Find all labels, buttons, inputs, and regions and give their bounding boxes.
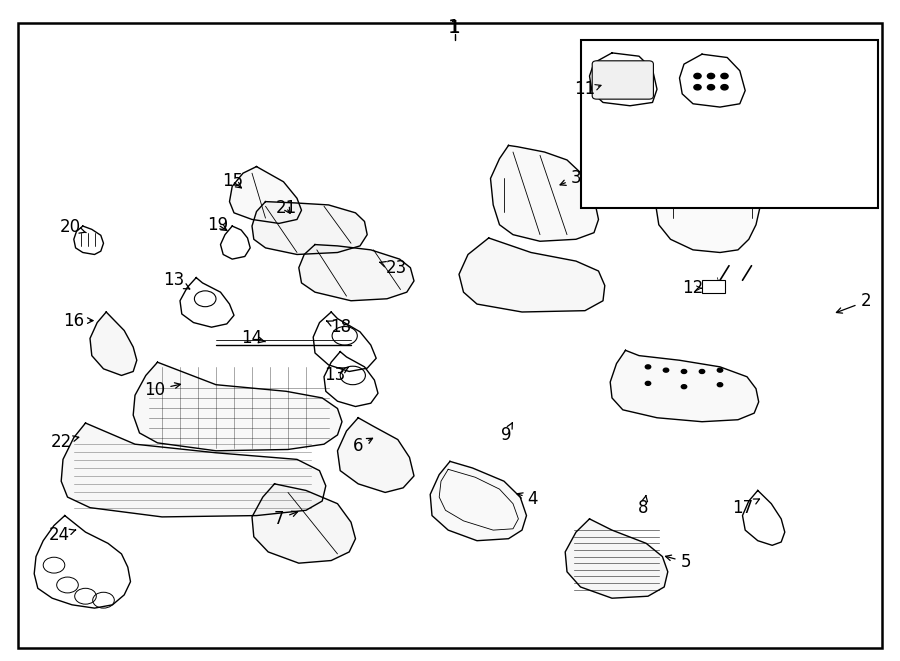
Polygon shape (252, 202, 367, 254)
Circle shape (716, 170, 721, 174)
Circle shape (681, 385, 687, 389)
Text: 22: 22 (50, 432, 78, 451)
Circle shape (663, 368, 669, 372)
Circle shape (694, 85, 701, 90)
Polygon shape (133, 362, 342, 451)
Text: 13: 13 (163, 271, 190, 290)
Circle shape (728, 196, 733, 200)
Circle shape (716, 196, 721, 200)
Polygon shape (230, 167, 302, 223)
Polygon shape (252, 484, 356, 563)
Text: 1: 1 (448, 19, 461, 37)
Text: 21: 21 (275, 198, 297, 217)
Text: 20: 20 (59, 218, 86, 237)
Text: 23: 23 (380, 258, 407, 277)
Circle shape (699, 196, 705, 200)
Circle shape (721, 73, 728, 79)
Text: 9: 9 (500, 423, 512, 444)
Text: 4: 4 (517, 490, 538, 508)
Circle shape (707, 73, 715, 79)
Text: 10: 10 (144, 381, 180, 399)
Circle shape (717, 368, 723, 372)
Text: 11: 11 (574, 80, 596, 98)
Text: 6: 6 (353, 437, 373, 455)
Circle shape (716, 183, 721, 187)
Polygon shape (61, 423, 326, 517)
Text: 17: 17 (732, 498, 760, 517)
Bar (580, 40, 878, 208)
Circle shape (645, 381, 651, 385)
Circle shape (694, 73, 701, 79)
Circle shape (728, 183, 733, 187)
Polygon shape (610, 350, 759, 422)
Circle shape (699, 369, 705, 373)
Polygon shape (565, 519, 668, 598)
Text: 5: 5 (665, 553, 691, 571)
Text: 18: 18 (327, 318, 351, 336)
Text: 3: 3 (560, 169, 581, 188)
Circle shape (686, 183, 691, 187)
FancyBboxPatch shape (592, 61, 653, 99)
Text: 7: 7 (274, 510, 298, 528)
Circle shape (681, 369, 687, 373)
Polygon shape (430, 461, 526, 541)
Text: 16: 16 (63, 311, 93, 330)
Text: 8: 8 (638, 496, 649, 517)
Circle shape (699, 170, 705, 174)
Polygon shape (655, 145, 760, 253)
Polygon shape (459, 238, 605, 312)
Text: 19: 19 (207, 215, 229, 234)
Circle shape (728, 170, 733, 174)
Circle shape (686, 170, 691, 174)
Bar (702, 280, 724, 293)
Circle shape (686, 196, 691, 200)
Circle shape (707, 85, 715, 90)
Circle shape (721, 85, 728, 90)
Polygon shape (338, 418, 414, 492)
Polygon shape (299, 245, 414, 301)
Polygon shape (491, 145, 598, 241)
Circle shape (645, 365, 651, 369)
Text: 24: 24 (49, 526, 76, 545)
Text: 13: 13 (324, 366, 348, 385)
Circle shape (717, 383, 723, 387)
Text: 14: 14 (241, 329, 266, 348)
Circle shape (699, 183, 705, 187)
Polygon shape (90, 312, 137, 375)
Text: 2: 2 (836, 292, 871, 313)
Text: 12: 12 (682, 279, 704, 297)
Text: 15: 15 (221, 172, 243, 190)
Text: 1: 1 (449, 19, 460, 37)
